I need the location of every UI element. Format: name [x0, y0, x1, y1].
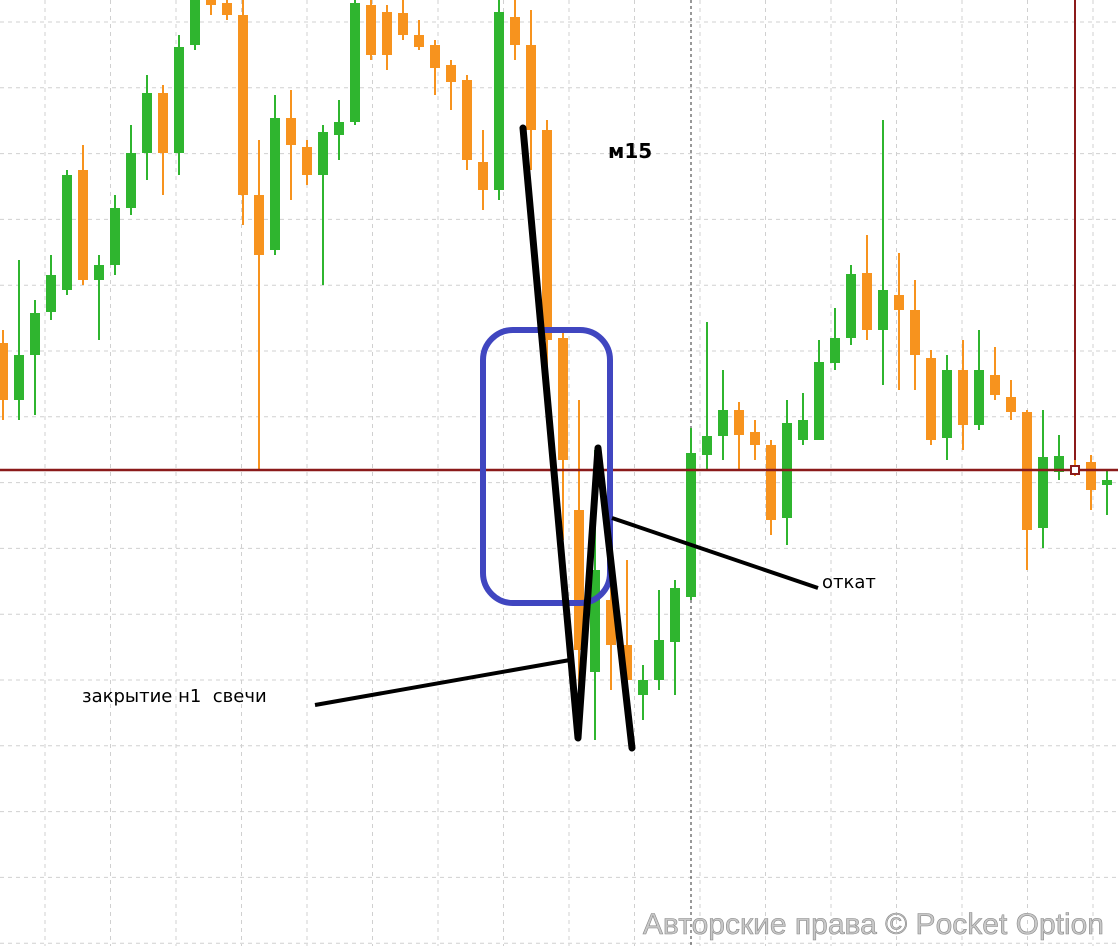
candle-body	[670, 588, 680, 642]
candle-body	[206, 0, 216, 5]
candle-body	[126, 153, 136, 208]
candle-body	[974, 370, 984, 425]
candle-body	[990, 375, 1000, 395]
candle-body	[1054, 456, 1064, 472]
candle-body	[398, 13, 408, 35]
candle-body	[958, 370, 968, 425]
annotation: закрытие н1 свечи	[82, 686, 267, 707]
candle-body	[846, 274, 856, 338]
candle-body	[590, 570, 600, 672]
candle-body	[686, 453, 696, 597]
candle-body	[334, 122, 344, 135]
price-marker	[1070, 465, 1080, 475]
annotations: м15 откат закрытие н1 свечи Авторские пр…	[82, 124, 1104, 941]
candle-body	[478, 162, 488, 190]
candle-body	[494, 12, 504, 190]
candle-body	[62, 175, 72, 290]
candle-body	[462, 80, 472, 160]
candle-body	[638, 680, 648, 695]
candle-body	[1102, 480, 1112, 485]
candle-body	[270, 118, 280, 250]
candle-body	[766, 445, 776, 520]
candle-body	[1006, 397, 1016, 412]
candle-body	[142, 93, 152, 153]
candle-body	[0, 343, 8, 400]
candle-body	[734, 410, 744, 435]
candle-body	[366, 5, 376, 55]
candle-body	[878, 290, 888, 330]
candle-body	[942, 370, 952, 438]
candle-body	[350, 3, 360, 122]
highlight-box	[480, 327, 613, 606]
pointer-line	[611, 516, 819, 590]
candle-body	[78, 170, 88, 280]
wave-drawing	[519, 124, 636, 752]
candle-body	[46, 275, 56, 312]
candle-body	[382, 12, 392, 55]
candle-body	[510, 17, 520, 45]
candle-body	[94, 265, 104, 280]
candle-body	[110, 208, 120, 265]
candle-body	[814, 362, 824, 440]
candle-body	[862, 273, 872, 330]
candle-body	[910, 310, 920, 355]
candle-body	[654, 640, 664, 680]
candle-body	[174, 47, 184, 153]
candle-body	[14, 355, 24, 400]
candle-body	[430, 45, 440, 68]
candle-body	[254, 195, 264, 255]
candle-body	[718, 410, 728, 436]
pointer-line	[314, 658, 571, 707]
candle-body	[830, 338, 840, 363]
candles	[0, 0, 1112, 740]
candle-body	[1038, 457, 1048, 528]
candle-body	[558, 338, 568, 460]
candle-body	[302, 147, 312, 175]
candle-body	[702, 436, 712, 455]
candle-body	[894, 295, 904, 310]
candle-body	[286, 118, 296, 145]
candle-body	[446, 65, 456, 82]
candle-body	[606, 600, 616, 645]
candle-body	[926, 358, 936, 440]
candle-body	[414, 35, 424, 47]
candle-body	[526, 45, 536, 130]
candle-body	[1086, 462, 1096, 490]
candle-body	[30, 313, 40, 355]
candle-body	[318, 132, 328, 175]
timeframe-label: м15	[608, 139, 652, 163]
candle-body	[158, 93, 168, 153]
annotation: откат	[822, 572, 876, 593]
candle-body	[574, 510, 584, 650]
candle-body	[238, 15, 248, 195]
candle-body	[222, 3, 232, 15]
candle-body	[798, 420, 808, 440]
candle-body	[750, 432, 760, 445]
candle-body	[542, 130, 552, 340]
watermark: Авторские права © Pocket Option	[643, 908, 1104, 941]
candle-body	[190, 0, 200, 45]
candle-body	[622, 645, 632, 680]
